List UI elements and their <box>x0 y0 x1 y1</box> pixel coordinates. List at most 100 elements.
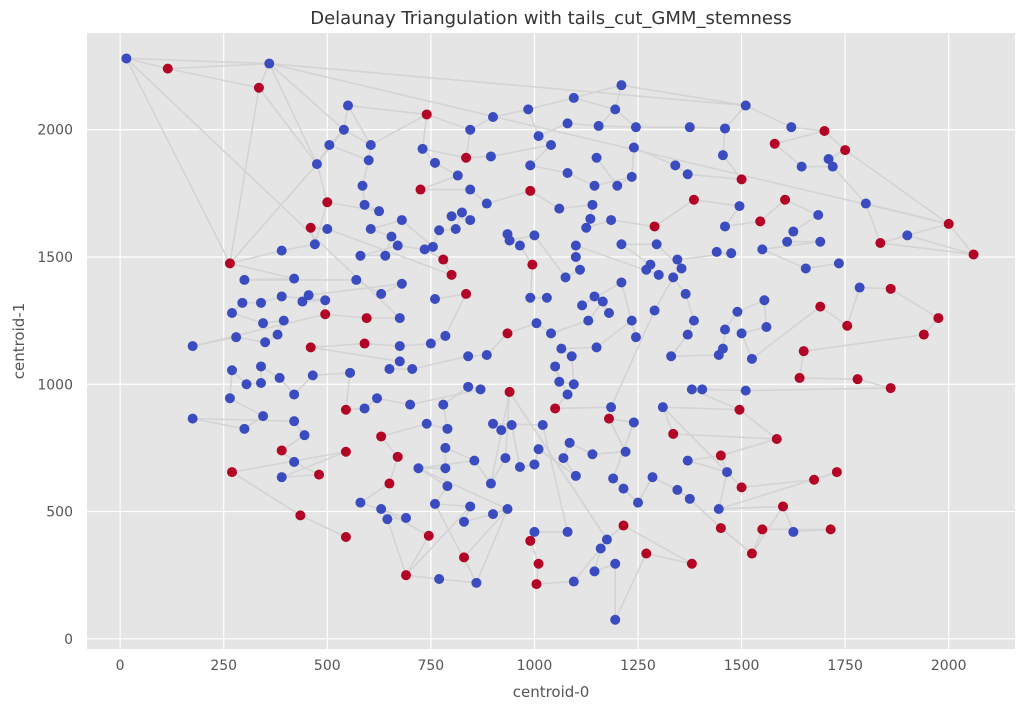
triangulation-edge <box>269 62 949 225</box>
low-stemness-point <box>591 152 602 163</box>
low-stemness-point <box>260 337 271 348</box>
low-stemness-point <box>496 425 507 436</box>
low-stemness-point <box>717 343 728 354</box>
triangulation-edge <box>907 223 949 237</box>
high-stemness-point <box>968 249 979 260</box>
triangulation-edge <box>832 166 867 205</box>
low-stemness-point <box>606 215 617 226</box>
high-stemness-point <box>227 467 237 478</box>
low-stemness-point <box>289 389 300 400</box>
high-stemness-point <box>715 450 726 461</box>
triangulation-edge <box>819 305 848 327</box>
triangulation-edge <box>231 450 347 473</box>
low-stemness-point <box>258 318 269 329</box>
triangulation-edge <box>762 240 821 251</box>
low-stemness-point <box>463 351 474 362</box>
low-stemness-point <box>583 315 594 326</box>
low-stemness-point <box>396 278 407 289</box>
low-stemness-point <box>299 430 310 441</box>
triangulation-edge <box>803 333 924 352</box>
low-stemness-point <box>363 155 374 166</box>
low-stemness-point <box>575 264 585 275</box>
high-stemness-point <box>842 320 853 331</box>
low-stemness-point <box>788 226 799 237</box>
triangulation-edge <box>538 122 568 137</box>
low-stemness-point <box>264 58 275 69</box>
low-stemness-point <box>570 240 581 251</box>
low-stemness-point <box>303 290 314 301</box>
low-stemness-point <box>525 292 536 303</box>
triangulation-edge <box>689 498 722 529</box>
triangulation-edge <box>573 84 622 99</box>
high-stemness-point <box>885 383 896 394</box>
triangulation-edge <box>167 67 260 89</box>
high-stemness-point <box>686 558 697 569</box>
high-stemness-point <box>668 428 679 439</box>
low-stemness-point <box>324 140 335 150</box>
high-stemness-point <box>525 185 536 196</box>
triangulation-edge <box>167 62 270 70</box>
low-stemness-point <box>711 246 722 257</box>
low-stemness-point <box>500 453 511 464</box>
triangulation-edge <box>229 249 282 265</box>
high-stemness-point <box>734 404 745 415</box>
low-stemness-point <box>746 353 757 364</box>
low-stemness-point <box>577 300 588 311</box>
high-stemness-point <box>401 570 411 581</box>
low-stemness-point <box>713 504 724 514</box>
high-stemness-point <box>305 342 316 353</box>
high-stemness-point <box>438 254 449 265</box>
triangulation-edge <box>510 424 521 468</box>
low-stemness-point <box>382 514 393 525</box>
high-stemness-point <box>295 510 306 521</box>
low-stemness-point <box>523 104 534 115</box>
triangulation-edge <box>421 114 428 149</box>
triangulation-edge <box>231 471 301 517</box>
high-stemness-point <box>224 258 235 269</box>
triangulation-edge <box>880 242 974 256</box>
low-stemness-point <box>668 272 679 283</box>
low-stemness-point <box>757 244 768 255</box>
low-stemness-point <box>502 504 513 514</box>
triangulation-edge <box>751 306 821 360</box>
y-axis-label: centroid-1 <box>10 303 28 380</box>
triangulation-edge <box>573 547 602 583</box>
low-stemness-point <box>647 472 658 483</box>
triangulation-edge <box>405 535 430 576</box>
triangulation-edge <box>281 243 316 252</box>
low-stemness-point <box>684 493 695 504</box>
low-stemness-point <box>560 272 571 283</box>
low-stemness-point <box>813 210 824 220</box>
high-stemness-point <box>746 548 757 559</box>
low-stemness-point <box>558 453 569 464</box>
low-stemness-point <box>289 456 300 467</box>
low-stemness-point <box>481 350 492 360</box>
low-stemness-point <box>338 124 349 135</box>
low-stemness-point <box>376 288 387 299</box>
low-stemness-point <box>485 478 496 489</box>
high-stemness-point <box>531 579 542 590</box>
low-stemness-point <box>417 143 428 154</box>
low-stemness-point <box>506 420 517 430</box>
triangulation-edge <box>693 198 740 207</box>
low-stemness-point <box>309 239 320 250</box>
triangulation-edge <box>492 422 543 426</box>
high-stemness-point <box>736 174 747 185</box>
triangulation-edge <box>281 473 320 478</box>
low-stemness-point <box>274 372 285 383</box>
low-stemness-point <box>618 483 629 494</box>
triangulation-edge <box>720 438 778 457</box>
low-stemness-point <box>597 296 608 307</box>
high-stemness-point <box>320 309 331 320</box>
x-tick-label: 1000 <box>517 658 553 674</box>
triangulation-edge <box>621 84 746 107</box>
high-stemness-point <box>340 446 351 457</box>
triangulation-edge <box>231 312 264 324</box>
low-stemness-point <box>514 462 525 472</box>
triangulation-edge <box>325 313 367 319</box>
high-stemness-point <box>840 145 851 156</box>
triangulation-edge <box>614 553 648 621</box>
low-stemness-point <box>419 244 430 255</box>
low-stemness-point <box>187 413 198 424</box>
triangulation-edge <box>329 144 370 162</box>
